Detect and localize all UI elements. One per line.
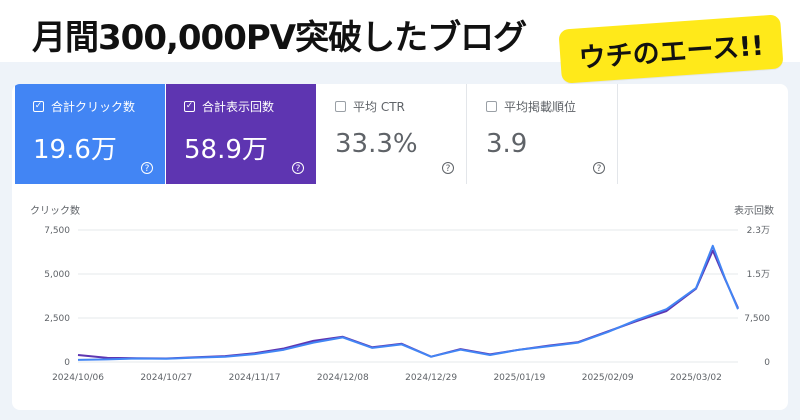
- metric-cards: ✓ 合計クリック数 19.6万 ? ✓ 合計表示回数 58.9万 ? 平均 CT…: [15, 84, 625, 184]
- y-left-axis-label: クリック数: [30, 204, 80, 217]
- x-tick-label: 2024/10/27: [140, 373, 192, 383]
- y-right-tick-label: 1.5万: [747, 270, 770, 280]
- metric-value: 3.9: [486, 129, 528, 159]
- checkbox-icon[interactable]: ✓: [33, 101, 44, 112]
- help-icon[interactable]: ?: [141, 162, 153, 174]
- metric-card-position[interactable]: 平均掲載順位 3.9 ?: [468, 84, 618, 184]
- metric-value: 58.9万: [184, 135, 268, 165]
- metric-card-ctr[interactable]: 平均 CTR 33.3% ?: [317, 84, 467, 184]
- x-tick-label: 2024/11/17: [229, 373, 281, 383]
- metric-label: 平均 CTR: [353, 100, 405, 114]
- x-tick-label: 2024/10/06: [52, 373, 104, 383]
- help-icon[interactable]: ?: [292, 162, 304, 174]
- y-left-tick-label: 7,500: [44, 226, 70, 236]
- y-right-axis-label: 表示回数: [734, 204, 774, 217]
- x-tick-label: 2024/12/08: [317, 373, 369, 383]
- x-tick-label: 2024/12/29: [405, 373, 457, 383]
- metric-label: 平均掲載順位: [504, 100, 577, 114]
- y-left-tick-label: 2,500: [44, 314, 70, 324]
- search-console-panel: ✓ 合計クリック数 19.6万 ? ✓ 合計表示回数 58.9万 ? 平均 CT…: [12, 84, 788, 410]
- y-right-tick-label: 7,500: [744, 314, 770, 324]
- help-icon[interactable]: ?: [442, 162, 454, 174]
- metric-card-clicks[interactable]: ✓ 合計クリック数 19.6万 ?: [15, 84, 165, 184]
- x-tick-label: 2025/01/19: [493, 373, 545, 383]
- sticker-text: ウチのエース!!: [577, 30, 765, 74]
- impressions-series-line: [77, 249, 739, 360]
- checkbox-icon[interactable]: [486, 101, 497, 112]
- y-left-tick-label: 5,000: [44, 270, 70, 280]
- y-right-tick-label: 0: [764, 358, 770, 368]
- y-right-tick-label: 2.3万: [747, 226, 770, 236]
- help-icon[interactable]: ?: [593, 162, 605, 174]
- y-left-tick-label: 0: [64, 358, 70, 368]
- metric-label: 合計クリック数: [51, 100, 136, 114]
- metric-value: 19.6万: [33, 135, 117, 165]
- checkbox-icon[interactable]: [335, 101, 346, 112]
- clicks-series-line: [77, 244, 739, 361]
- performance-chart: クリック数 表示回数 7,500 2.3万 5,000 1.5万 2,500 7,500 0…: [30, 204, 774, 383]
- x-tick-label: 2025/03/02: [670, 373, 722, 383]
- metric-value: 33.3%: [335, 129, 418, 159]
- metric-label: 合計表示回数: [202, 100, 275, 114]
- checkbox-icon[interactable]: ✓: [184, 101, 195, 112]
- metric-card-impressions[interactable]: ✓ 合計表示回数 58.9万 ?: [166, 84, 316, 184]
- headline: 月間300,000PV突破したブログ: [32, 18, 527, 58]
- x-tick-label: 2025/02/09: [582, 373, 634, 383]
